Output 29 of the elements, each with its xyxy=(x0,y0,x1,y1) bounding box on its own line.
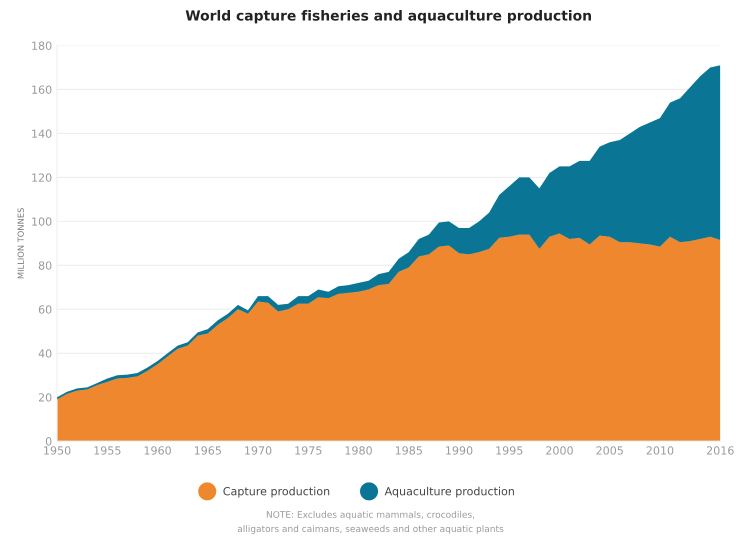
x-tick-label: 1955 xyxy=(94,446,120,455)
y-axis-title: MILLION TONNES xyxy=(18,208,24,278)
y-tick-label: 40 xyxy=(38,349,52,358)
y-tick-label: 80 xyxy=(38,261,52,270)
y-tick-label: 20 xyxy=(38,393,52,402)
y-tick-label: 180 xyxy=(32,42,52,50)
x-tick-label: 1960 xyxy=(144,446,171,455)
x-tick-label: 2000 xyxy=(546,446,573,455)
y-tick-label: 120 xyxy=(32,173,52,182)
x-tick-label: 2016 xyxy=(706,446,734,455)
x-tick-label: 2010 xyxy=(646,446,674,455)
x-tick-label: 1990 xyxy=(446,446,472,455)
x-tick-label: 1950 xyxy=(44,446,70,455)
y-tick-label: 60 xyxy=(38,305,52,314)
x-tick-label: 1965 xyxy=(194,446,221,455)
y-tick-label: 160 xyxy=(32,85,52,94)
text: NOTE: Excludes aquatic mammals, crocodiles, alligators and caimans, seaweeds and other aquatic plants xyxy=(238,510,504,534)
y-tick-label: 140 xyxy=(32,129,52,138)
chart-title: World capture fisheries and aquaculture production xyxy=(186,10,591,24)
legend-label: Aquaculture production xyxy=(384,486,514,498)
y-tick-label: 100 xyxy=(32,217,52,226)
x-tick-label: 1980 xyxy=(346,446,372,455)
x-tick-label: 1995 xyxy=(496,446,522,455)
x-tick-label: 2005 xyxy=(596,446,623,455)
legend-label: Capture production xyxy=(223,486,330,498)
x-tick-label: 1985 xyxy=(396,446,422,455)
x-tick-label: 1975 xyxy=(295,446,322,455)
y-tick-label: 0 xyxy=(46,437,52,446)
x-tick-label: 1970 xyxy=(245,446,272,455)
